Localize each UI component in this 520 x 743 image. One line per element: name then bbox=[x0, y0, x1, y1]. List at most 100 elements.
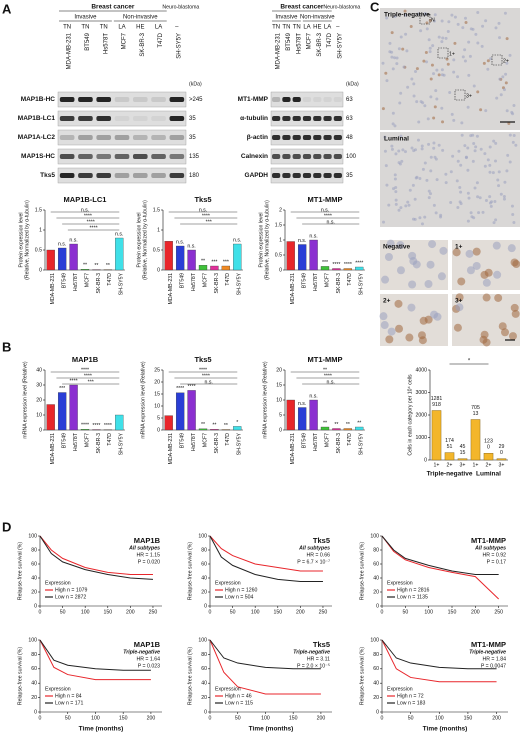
cell-line: SK-BR-3 bbox=[140, 32, 146, 56]
x-tick-label: 2+ bbox=[447, 462, 453, 468]
ihc-cell bbox=[471, 133, 475, 137]
roi-label: 2+ bbox=[503, 58, 509, 64]
chart-subtitle: Triple-negative bbox=[123, 649, 160, 655]
bar bbox=[343, 428, 353, 431]
band-kda: 35 bbox=[346, 173, 353, 179]
ihc-cell bbox=[481, 210, 485, 214]
blot-band bbox=[59, 97, 75, 102]
ihc-cell bbox=[457, 149, 461, 153]
bar-annotation: **** bbox=[70, 378, 78, 384]
subtype: – bbox=[175, 25, 179, 31]
bar-annotation: **** bbox=[176, 386, 184, 392]
blot-band bbox=[132, 97, 148, 102]
ihc-cell bbox=[459, 163, 463, 167]
ihc-cell bbox=[483, 152, 487, 156]
ihc-cell bbox=[427, 38, 431, 42]
bar bbox=[343, 268, 353, 271]
ihc-cell bbox=[425, 178, 429, 182]
ihc-cell bbox=[393, 173, 397, 177]
ihc-cell bbox=[505, 61, 509, 65]
blot-band bbox=[59, 154, 75, 159]
ihc-cell bbox=[512, 260, 520, 269]
blot-band bbox=[151, 135, 166, 140]
bar-annotation: ** bbox=[334, 422, 338, 428]
blot-band bbox=[272, 173, 281, 178]
ihc-cell bbox=[503, 11, 507, 15]
ihc-cell bbox=[391, 122, 395, 126]
ihc-cell bbox=[449, 201, 453, 205]
ihc-cell bbox=[489, 204, 493, 208]
x-tick-label: T47D bbox=[347, 433, 353, 446]
blot-band bbox=[96, 173, 112, 178]
bar-annotation: 0 bbox=[500, 450, 503, 456]
ihc-cell bbox=[422, 59, 426, 63]
x-tick-label: SK-BR-3 bbox=[336, 433, 342, 454]
ihc-cell bbox=[418, 176, 422, 180]
group-label: Luminal bbox=[476, 471, 501, 478]
y-tick-label: 3000 bbox=[415, 390, 427, 396]
bar bbox=[164, 415, 173, 431]
bar bbox=[175, 392, 185, 431]
bracket-label: **** bbox=[81, 367, 89, 373]
y-tick-label: 30 bbox=[36, 382, 42, 388]
ihc-cell bbox=[501, 328, 510, 337]
bar-annotation: 174 bbox=[445, 438, 454, 444]
ihc-cell bbox=[469, 27, 473, 31]
x-tick-label: Hs578T bbox=[313, 432, 319, 451]
ihc-cell bbox=[463, 16, 467, 20]
x-tick-label: BT549 bbox=[180, 273, 186, 288]
blot-band bbox=[96, 135, 112, 140]
bar-annotation: ** bbox=[94, 263, 98, 269]
ihc-cell bbox=[383, 149, 387, 153]
bar-annotation: ** bbox=[106, 263, 110, 269]
y-tick-label: 0 bbox=[376, 709, 379, 715]
bar-annotation: * bbox=[236, 420, 238, 426]
y-tick-label: 20 bbox=[31, 589, 37, 595]
y-tick-label: 100 bbox=[28, 637, 37, 643]
bar-annotation: **** bbox=[92, 423, 100, 429]
x-tick-label: 250 bbox=[149, 609, 158, 615]
x-tick-label: SH-SY5Y bbox=[119, 272, 125, 295]
y-tick-label: 60 bbox=[31, 561, 37, 567]
ihc-cell bbox=[423, 215, 427, 219]
bar bbox=[457, 458, 468, 461]
blot-band bbox=[96, 116, 112, 121]
y-axis-label: Relapse-free survival (%) bbox=[359, 647, 365, 706]
ihc-cell bbox=[427, 189, 431, 193]
x-tick-label: 100 bbox=[261, 715, 270, 721]
group-header: Neuro-blastoma bbox=[323, 4, 360, 10]
bar-annotation: *** bbox=[59, 386, 65, 392]
ihc-cell bbox=[420, 144, 424, 148]
ihc-cell bbox=[464, 21, 468, 25]
ihc-cell bbox=[417, 331, 426, 340]
bar bbox=[297, 244, 307, 271]
blot-band bbox=[114, 97, 130, 102]
ihc-cell bbox=[468, 54, 472, 58]
ihc-cell bbox=[416, 138, 420, 142]
blot-band bbox=[292, 116, 301, 121]
ihc-cell bbox=[397, 47, 401, 51]
cell-line: MDA-MB-231 bbox=[276, 32, 282, 69]
y-axis-label: mRNA expression level (Relative) bbox=[22, 361, 28, 439]
bar-annotation: ** bbox=[346, 422, 350, 428]
x-tick-label: MDA-MB-231 bbox=[290, 433, 296, 465]
x-tick-label: SH-SY5Y bbox=[237, 272, 243, 295]
bar-annotation: *** bbox=[211, 259, 217, 265]
blot-band bbox=[313, 135, 322, 140]
x-tick-label: 50 bbox=[60, 609, 66, 615]
subgroup-header: Invasive bbox=[74, 15, 97, 21]
ihc-cell bbox=[476, 90, 480, 94]
y-axis-label: mRNA expression level (Relative) bbox=[140, 361, 146, 439]
ihc-cell bbox=[440, 73, 444, 77]
ihc-cell bbox=[429, 155, 433, 159]
bar bbox=[320, 426, 330, 431]
ihc-cell bbox=[492, 221, 496, 225]
x-tick-label: 200 bbox=[471, 609, 480, 615]
ihc-cell bbox=[505, 109, 509, 113]
x-tick-label: MCF7 bbox=[202, 273, 208, 287]
roi-box bbox=[419, 13, 431, 25]
ihc-cell bbox=[460, 121, 464, 125]
ihc-cell bbox=[394, 185, 398, 189]
ihc-cell bbox=[424, 12, 428, 16]
bar-annotation: n.s. bbox=[309, 233, 317, 239]
